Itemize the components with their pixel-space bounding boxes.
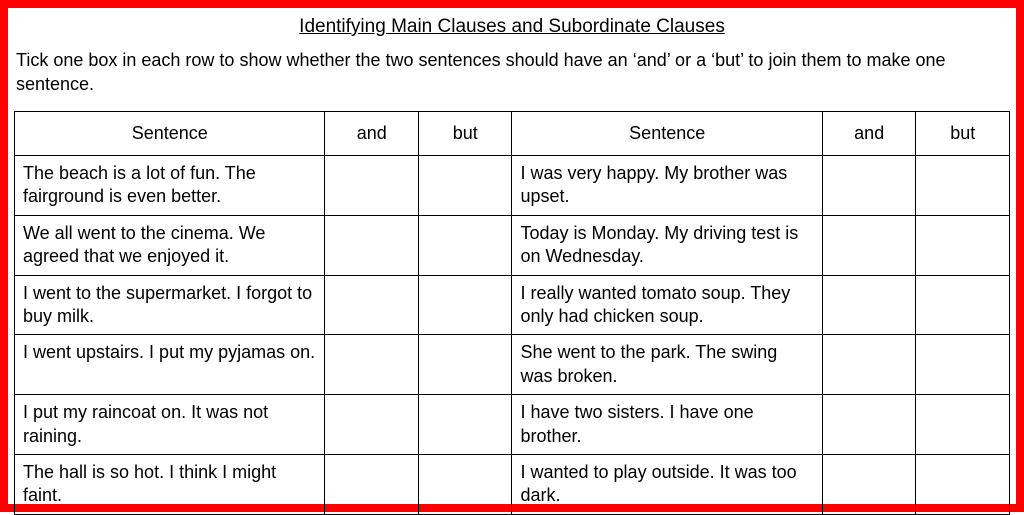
- tick-box-but[interactable]: [916, 275, 1010, 335]
- table-row: I went upstairs. I put my pyjamas on. Sh…: [15, 335, 1010, 395]
- worksheet-title: Identifying Main Clauses and Subordinate…: [14, 16, 1010, 38]
- sentence-cell: I went to the supermarket. I forgot to b…: [15, 275, 325, 335]
- table-row: The beach is a lot of fun. The fairgroun…: [15, 155, 1010, 215]
- tick-box-and[interactable]: [325, 395, 419, 455]
- col-header-but-right: but: [916, 111, 1010, 155]
- sentence-cell: Today is Monday. My driving test is on W…: [512, 215, 822, 275]
- sentence-cell: I was very happy. My brother was upset.: [512, 155, 822, 215]
- tick-box-and[interactable]: [325, 454, 419, 514]
- sentence-cell: The hall is so hot. I think I might fain…: [15, 454, 325, 514]
- sentence-cell: I put my raincoat on. It was not raining…: [15, 395, 325, 455]
- tick-box-and[interactable]: [822, 215, 916, 275]
- sentence-cell: I went upstairs. I put my pyjamas on.: [15, 335, 325, 395]
- tick-box-but[interactable]: [418, 275, 512, 335]
- tick-box-but[interactable]: [916, 454, 1010, 514]
- worksheet-instructions: Tick one box in each row to show whether…: [16, 48, 1008, 97]
- tick-box-and[interactable]: [822, 335, 916, 395]
- tick-box-and[interactable]: [325, 275, 419, 335]
- sentence-cell: She went to the park. The swing was brok…: [512, 335, 822, 395]
- table-row: I put my raincoat on. It was not raining…: [15, 395, 1010, 455]
- worksheet-frame: Identifying Main Clauses and Subordinate…: [0, 0, 1024, 512]
- tick-box-but[interactable]: [916, 155, 1010, 215]
- sentence-cell: I really wanted tomato soup. They only h…: [512, 275, 822, 335]
- col-header-but-left: but: [418, 111, 512, 155]
- table-row: We all went to the cinema. We agreed tha…: [15, 215, 1010, 275]
- tick-box-but[interactable]: [418, 155, 512, 215]
- tick-box-and[interactable]: [822, 155, 916, 215]
- tick-box-but[interactable]: [916, 215, 1010, 275]
- table-row: The hall is so hot. I think I might fain…: [15, 454, 1010, 514]
- tick-box-and[interactable]: [822, 454, 916, 514]
- tick-box-and[interactable]: [325, 335, 419, 395]
- tick-box-but[interactable]: [418, 335, 512, 395]
- tick-box-but[interactable]: [916, 335, 1010, 395]
- sentence-cell: I have two sisters. I have one brother.: [512, 395, 822, 455]
- tick-box-but[interactable]: [418, 395, 512, 455]
- col-header-and-left: and: [325, 111, 419, 155]
- tick-box-and[interactable]: [325, 215, 419, 275]
- tick-box-and[interactable]: [822, 275, 916, 335]
- tick-box-but[interactable]: [916, 395, 1010, 455]
- col-header-sentence-left: Sentence: [15, 111, 325, 155]
- table-row: I went to the supermarket. I forgot to b…: [15, 275, 1010, 335]
- worksheet-table: Sentence and but Sentence and but The be…: [14, 111, 1010, 515]
- table-header-row: Sentence and but Sentence and but: [15, 111, 1010, 155]
- col-header-and-right: and: [822, 111, 916, 155]
- tick-box-but[interactable]: [418, 215, 512, 275]
- sentence-cell: The beach is a lot of fun. The fairgroun…: [15, 155, 325, 215]
- sentence-cell: I wanted to play outside. It was too dar…: [512, 454, 822, 514]
- sentence-cell: We all went to the cinema. We agreed tha…: [15, 215, 325, 275]
- tick-box-but[interactable]: [418, 454, 512, 514]
- tick-box-and[interactable]: [325, 155, 419, 215]
- col-header-sentence-right: Sentence: [512, 111, 822, 155]
- tick-box-and[interactable]: [822, 395, 916, 455]
